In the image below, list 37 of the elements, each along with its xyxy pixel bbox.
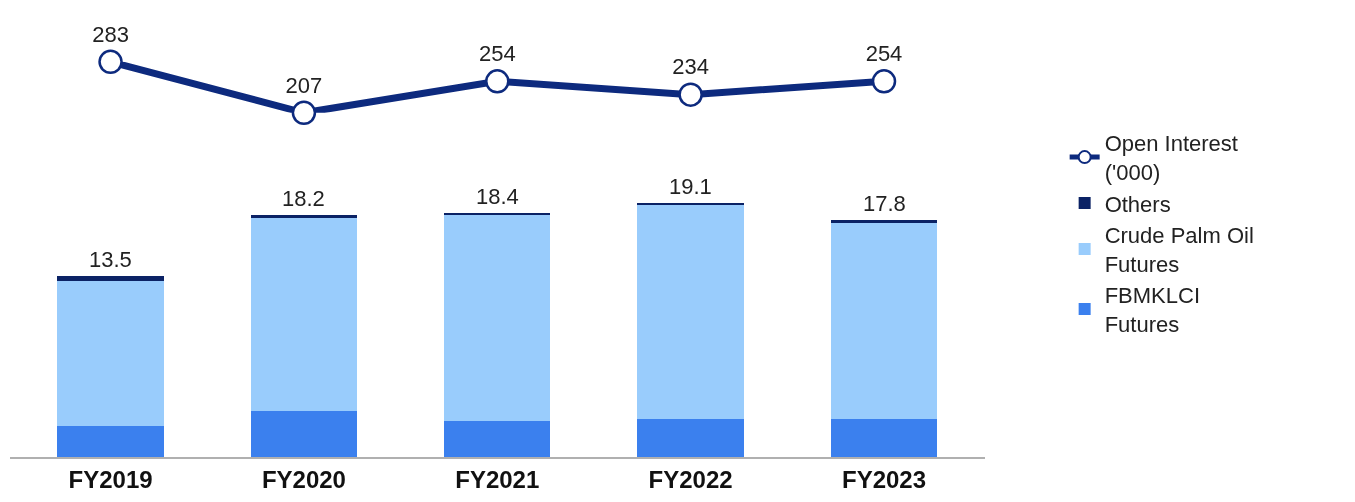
x-tick-label: FY2022 <box>648 465 733 493</box>
annotation: 18.2 <box>282 186 325 211</box>
legend-label: Open Interest ('000) <box>1104 131 1238 185</box>
bar <box>250 217 358 412</box>
bar <box>830 220 938 223</box>
bar <box>57 426 164 457</box>
point <box>291 100 317 126</box>
annotation: 18.4 <box>476 184 519 209</box>
x-tick-label: FY2019 <box>68 465 153 493</box>
bar <box>57 281 164 427</box>
point <box>871 69 897 94</box>
point <box>98 49 123 75</box>
bar <box>250 411 358 457</box>
bar <box>444 215 551 422</box>
legend-label: Crude Palm Oil Futures <box>1104 223 1254 277</box>
legend-label: Others <box>1104 191 1171 217</box>
data-label: 207 <box>285 72 323 98</box>
annotation: 19.1 <box>669 174 712 199</box>
bar <box>637 205 744 419</box>
bar <box>637 418 744 457</box>
data-label: 254 <box>865 41 903 67</box>
annotation: 13.5 <box>89 247 132 272</box>
bar <box>57 276 164 282</box>
data-label: 254 <box>478 41 516 67</box>
bar <box>444 421 551 457</box>
x-tick-label: FY2020 <box>261 465 346 493</box>
bar <box>250 215 358 218</box>
point <box>485 69 510 94</box>
bar <box>830 222 938 419</box>
annotation: 17.8 <box>863 191 906 216</box>
x-tick-label: FY2021 <box>455 465 540 493</box>
x-tick-label: FY2023 <box>841 465 927 493</box>
data-label: 234 <box>672 54 709 80</box>
point <box>678 82 703 107</box>
legend-label: FBMKLCI Futures <box>1104 283 1201 337</box>
data-label: 283 <box>92 21 129 47</box>
bar <box>830 418 938 457</box>
